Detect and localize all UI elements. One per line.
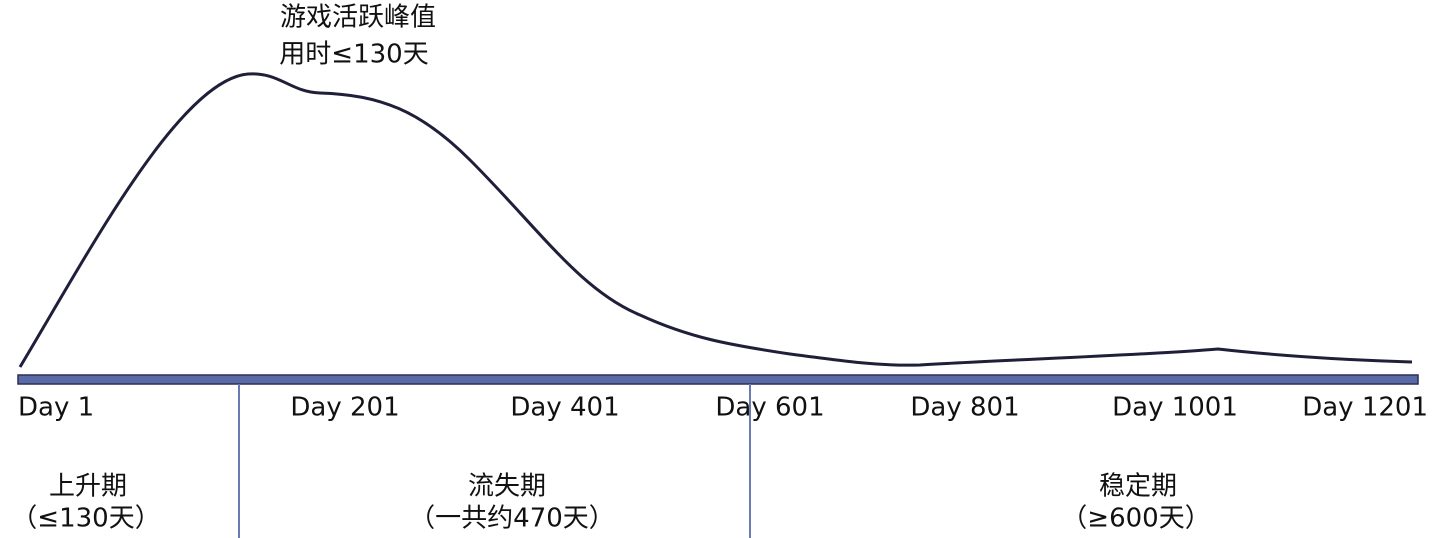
tick-label: Day 1 bbox=[18, 393, 94, 423]
phase-name: 流失期 bbox=[468, 472, 546, 502]
tick-label: Day 1001 bbox=[1112, 393, 1238, 423]
tick-label: Day 201 bbox=[290, 393, 399, 423]
phase-name: 上升期 bbox=[49, 472, 127, 502]
peak-duration: 用时≤130天 bbox=[279, 40, 428, 70]
phase-duration: （≥600天） bbox=[1061, 504, 1210, 534]
tick-label: Day 401 bbox=[510, 393, 619, 423]
tick-label: Day 601 bbox=[715, 393, 824, 423]
phase-duration: （≤130天） bbox=[11, 504, 160, 534]
phase-duration: （一共约470天） bbox=[409, 504, 615, 534]
timeline-bar bbox=[17, 374, 1419, 385]
activity-curve bbox=[18, 72, 1413, 368]
tick-label: Day 801 bbox=[910, 393, 1019, 423]
peak-title: 游戏活跃峰值 bbox=[280, 3, 436, 33]
tick-label: Day 1201 bbox=[1302, 393, 1428, 423]
phase-name: 稳定期 bbox=[1099, 472, 1177, 502]
